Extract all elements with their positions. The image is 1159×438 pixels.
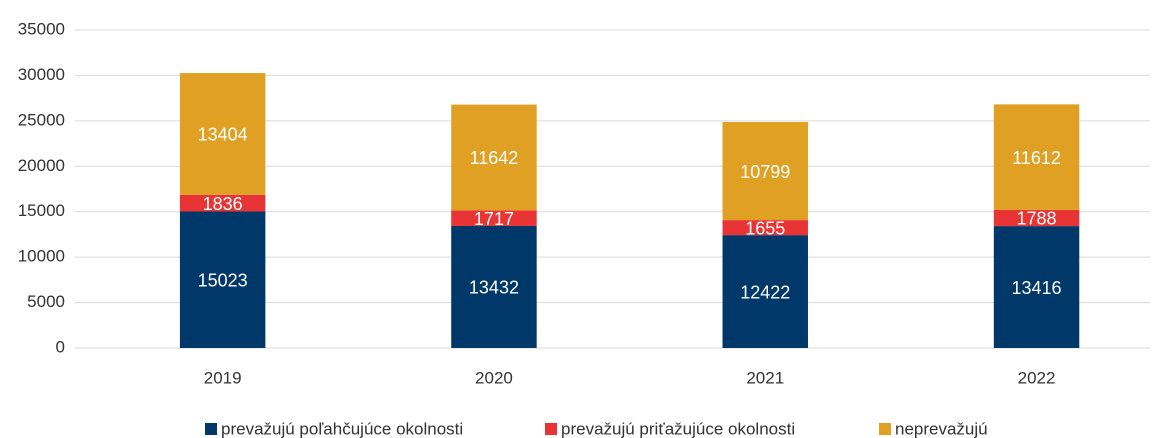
value-label: 10799 bbox=[740, 162, 790, 182]
bar-segment bbox=[179, 211, 266, 348]
value-label: 11642 bbox=[470, 148, 519, 168]
legend-label: prevažujú poľahčujúce okolnosti bbox=[221, 419, 463, 438]
legend-swatch bbox=[205, 423, 217, 435]
legend-swatch bbox=[545, 423, 557, 435]
value-label: 13416 bbox=[1012, 278, 1062, 298]
y-tick-label: 5000 bbox=[27, 292, 65, 311]
value-label: 13432 bbox=[469, 278, 519, 298]
bar-segment bbox=[993, 226, 1080, 348]
value-label: 11612 bbox=[1012, 148, 1061, 168]
value-label: 15023 bbox=[198, 271, 248, 291]
value-label: 12422 bbox=[740, 282, 790, 302]
value-label: 1836 bbox=[203, 194, 243, 214]
bar-segment bbox=[722, 121, 808, 221]
y-tick-label: 20000 bbox=[18, 156, 65, 175]
legend-label: prevažujú priťažujúce okolnosti bbox=[561, 419, 795, 438]
x-tick-label: 2019 bbox=[204, 368, 242, 387]
value-label: 1717 bbox=[474, 209, 514, 229]
y-tick-label: 10000 bbox=[18, 247, 65, 266]
bar-segment bbox=[451, 210, 537, 226]
value-label: 1788 bbox=[1017, 209, 1057, 229]
bar-segment bbox=[451, 225, 537, 348]
value-label: 13404 bbox=[198, 125, 248, 145]
x-tick-label: 2020 bbox=[475, 368, 513, 387]
legend-swatch bbox=[879, 423, 891, 435]
y-tick-label: 30000 bbox=[18, 65, 65, 84]
bar-segment bbox=[993, 104, 1080, 210]
y-tick-label: 15000 bbox=[18, 201, 65, 220]
x-tick-label: 2021 bbox=[746, 368, 784, 387]
y-tick-label: 35000 bbox=[18, 19, 65, 38]
bar-segment bbox=[722, 220, 808, 236]
y-tick-label: 25000 bbox=[18, 110, 65, 129]
bar-segment bbox=[179, 73, 266, 195]
bar-segment bbox=[993, 209, 1080, 227]
x-tick-label: 2022 bbox=[1018, 368, 1056, 387]
legend-label: neprevažujú bbox=[895, 419, 988, 438]
value-label: 1655 bbox=[745, 218, 785, 238]
bar-segment bbox=[451, 104, 537, 211]
bar-segment bbox=[179, 194, 266, 212]
bar-segment bbox=[722, 235, 808, 348]
y-tick-label: 0 bbox=[56, 337, 65, 356]
